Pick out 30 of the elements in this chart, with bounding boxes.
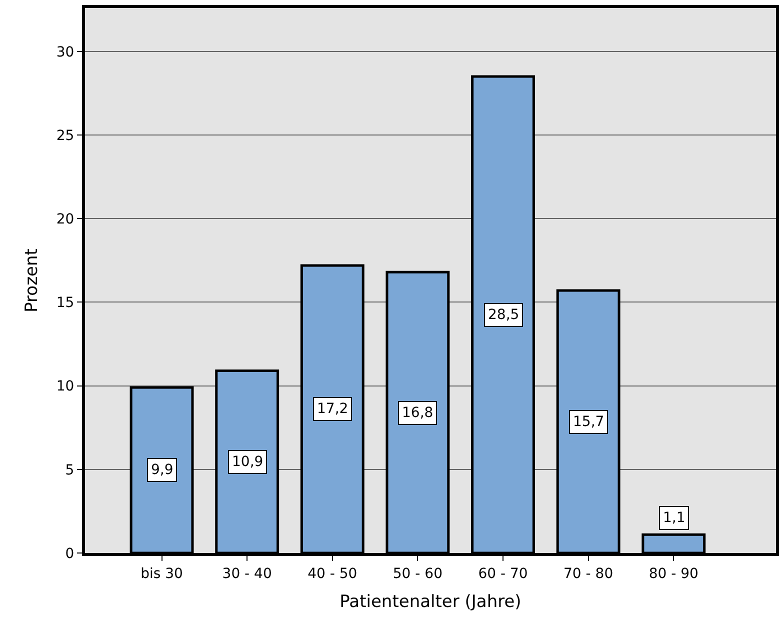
y-tick-label: 20 [56,212,74,228]
bar [556,289,620,553]
bar [386,270,450,553]
y-axis-title: Prozent [22,248,42,312]
data-label: 10,9 [232,454,264,470]
y-tick-label: 30 [56,44,74,60]
data-label: 16,8 [402,405,434,421]
bar [642,533,706,553]
data-label: 1,1 [663,510,686,526]
data-label: 17,2 [317,401,348,417]
y-tick-label: 15 [56,295,74,312]
bar [300,264,364,553]
data-label: 28,5 [488,307,520,323]
y-tick-label: 25 [56,128,74,144]
data-label: 15,7 [573,414,604,430]
x-tick-label: 60 - 70 [478,566,528,582]
y-tick-label: 10 [56,378,74,395]
data-label: 9,9 [151,462,174,478]
bar [130,386,194,553]
x-tick-label: 70 - 80 [564,566,614,582]
x-tick-label: 80 - 90 [648,566,698,582]
bar [471,75,535,553]
bar [215,370,280,553]
y-tick-label: 5 [65,462,74,478]
y-tick-label: 0 [65,546,74,562]
x-tick-label: 30 - 40 [222,566,272,582]
x-axis-title: Patientenalter (Jahre) [340,592,522,612]
x-tick-label: 50 - 60 [392,566,442,582]
x-tick-label: bis 30 [140,566,183,582]
x-tick-label: 40 - 50 [308,566,358,582]
